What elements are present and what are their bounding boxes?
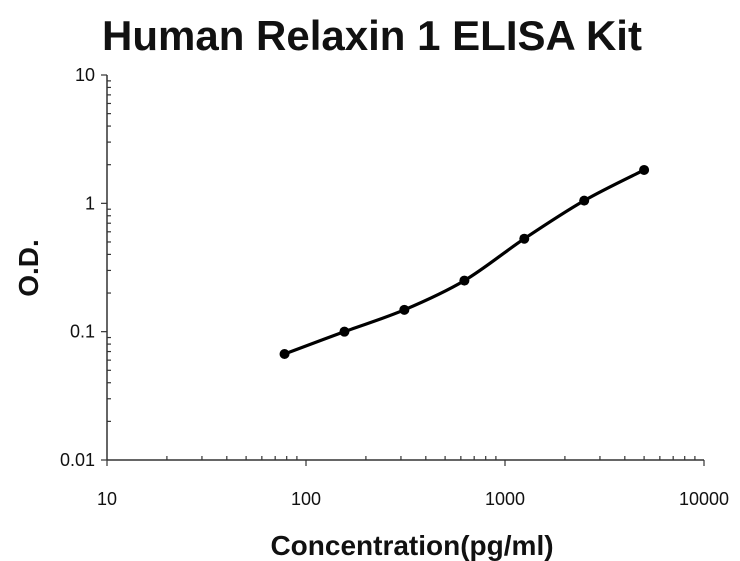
- data-point: [339, 326, 350, 337]
- data-point: [459, 275, 470, 286]
- data-point: [579, 195, 590, 206]
- x-tick-label: 10000: [679, 489, 729, 509]
- y-tick-label: 0.01: [60, 450, 95, 470]
- axis-ticks: [101, 74, 705, 466]
- axis-tick-labels: 10 100 1000 10000 0.01 0.1 1 10: [60, 65, 729, 509]
- x-tick-label: 1000: [485, 489, 525, 509]
- data-points: [279, 164, 650, 359]
- data-point: [279, 348, 290, 359]
- axes: [106, 75, 704, 461]
- data-point: [399, 304, 410, 315]
- x-tick-label: 100: [291, 489, 321, 509]
- fit-curve: [282, 168, 646, 356]
- data-point: [519, 233, 530, 244]
- y-axis-title: O.D.: [13, 239, 44, 297]
- x-tick-label: 10: [97, 489, 117, 509]
- y-tick-label: 10: [75, 65, 95, 85]
- chart-title: Human Relaxin 1 ELISA Kit: [102, 12, 642, 59]
- data-point: [639, 164, 650, 175]
- x-axis-title: Concentration(pg/ml): [270, 530, 553, 561]
- y-tick-label: 0.1: [70, 322, 95, 342]
- y-tick-label: 1: [85, 193, 95, 213]
